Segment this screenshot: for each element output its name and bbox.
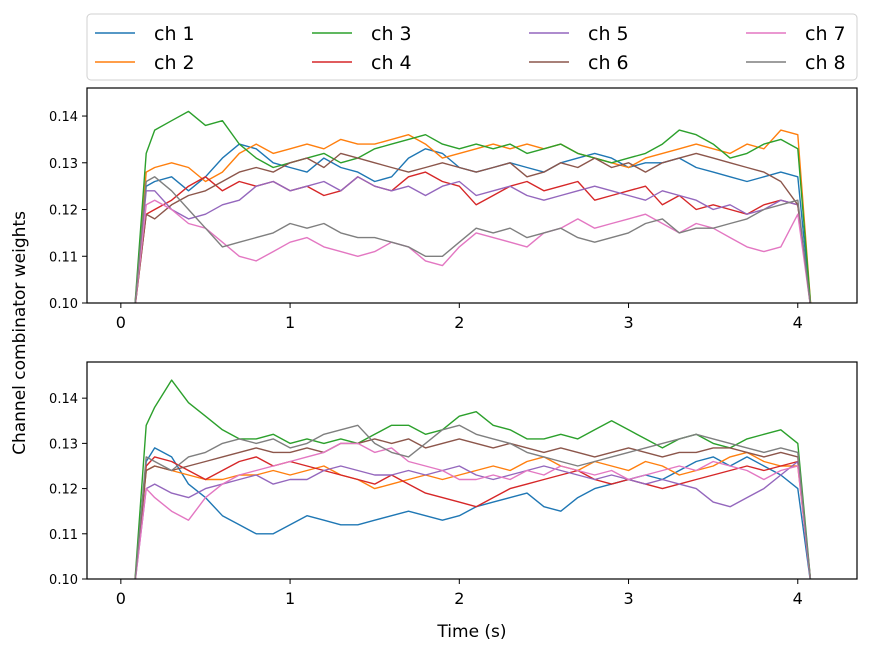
series-line-ch1	[134, 447, 811, 579]
series-line-ch5	[134, 176, 811, 303]
top-panel-frame	[86, 87, 858, 304]
y-tick-label: 0.10	[49, 297, 78, 312]
legend-label: ch 6	[588, 52, 629, 74]
y-tick-label: 0.11	[49, 528, 78, 543]
legend-item: ch 6	[529, 52, 629, 74]
x-tick-label: 3	[623, 313, 633, 332]
bottom-panel-frame	[86, 361, 858, 580]
legend: ch 1 ch 2 ch 3 ch 4 ch 5 ch 6 ch 7 ch 8	[86, 13, 858, 81]
series-line-ch7	[134, 199, 811, 303]
series-line-ch3	[134, 379, 812, 579]
y-tick-label: 0.11	[49, 250, 78, 265]
y-tick-label: 0.13	[49, 437, 78, 452]
y-tick-label: 0.14	[49, 110, 78, 125]
legend-label: ch 5	[588, 23, 629, 45]
legend-item: ch 3	[312, 23, 412, 45]
x-tick-label: 3	[623, 589, 633, 608]
y-tick-label: 0.10	[49, 573, 78, 588]
bottom-panel: 0 1 2 3 4 0.10 0.11 0.12 0.13 0.14	[49, 361, 858, 608]
series-line-ch6	[134, 438, 812, 579]
series-line-ch4	[134, 456, 812, 579]
x-tick-label: 2	[454, 313, 464, 332]
y-tick-label: 0.13	[49, 157, 78, 172]
legend-item: ch 1	[95, 23, 195, 45]
series-line-ch7	[134, 442, 812, 579]
x-tick-label: 1	[285, 313, 295, 332]
legend-label: ch 3	[371, 23, 412, 45]
x-tick-label: 4	[793, 589, 803, 608]
x-tick-label: 0	[116, 313, 126, 332]
series-line-ch8	[134, 424, 812, 579]
series-line-ch2	[134, 129, 812, 303]
top-panel: 0 1 2 3 4 0.10 0.11 0.12 0.13 0.14	[49, 87, 858, 332]
legend-item: ch 8	[746, 52, 846, 74]
y-axis-label: Channel combinator weights	[10, 211, 30, 455]
x-tick-label: 1	[285, 589, 295, 608]
legend-frame	[86, 13, 858, 81]
x-axis-label: Time (s)	[436, 622, 506, 642]
legend-label: ch 2	[154, 52, 195, 74]
series-line-ch5	[134, 460, 812, 579]
y-tick-label: 0.14	[49, 392, 78, 407]
x-tick-label: 2	[454, 589, 464, 608]
legend-item: ch 4	[312, 52, 412, 74]
legend-item: ch 2	[95, 52, 195, 74]
legend-label: ch 7	[805, 23, 846, 45]
legend-label: ch 4	[371, 52, 412, 74]
y-tick-label: 0.12	[49, 204, 78, 219]
series-line-ch4	[134, 171, 811, 303]
series-line-ch3	[134, 110, 812, 303]
series-line-ch8	[134, 176, 811, 303]
x-tick-label: 0	[116, 589, 126, 608]
legend-item: ch 5	[529, 23, 629, 45]
y-tick-label: 0.12	[49, 483, 78, 498]
series-line-ch6	[134, 152, 811, 303]
legend-label: ch 8	[805, 52, 846, 74]
x-tick-label: 4	[793, 313, 803, 332]
legend-item: ch 7	[746, 23, 846, 45]
legend-label: ch 1	[154, 23, 195, 45]
